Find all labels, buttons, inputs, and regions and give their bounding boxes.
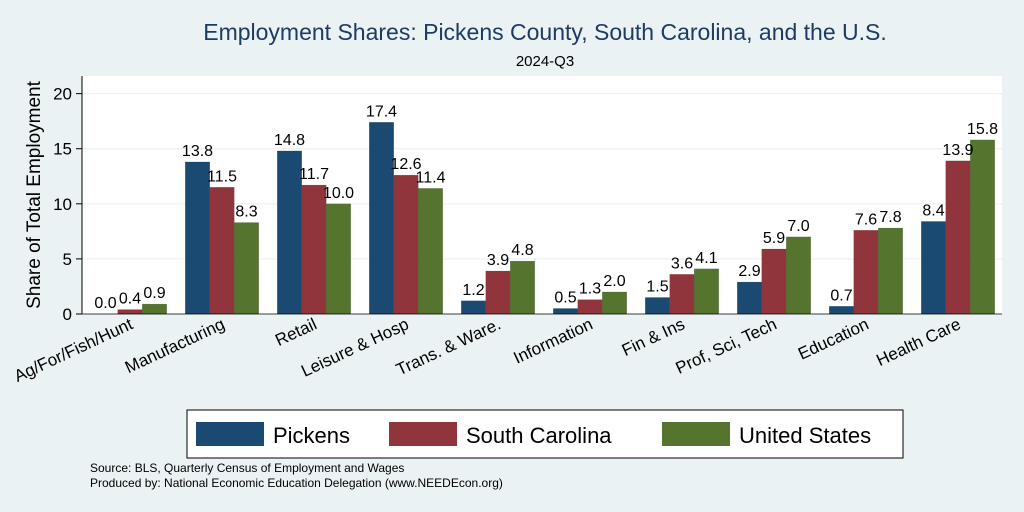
bar-pickens xyxy=(645,297,670,315)
bar-united-states xyxy=(878,227,903,315)
data-label-united-states: 8.3 xyxy=(235,204,257,221)
legend-box xyxy=(186,409,904,459)
chart-title: Employment Shares: Pickens County, South… xyxy=(203,19,887,45)
data-label-pickens: 0.7 xyxy=(830,287,852,304)
data-label-south-carolina: 11.7 xyxy=(299,166,329,183)
bar-united-states xyxy=(142,303,167,315)
y-tick-label: 20 xyxy=(53,85,72,104)
y-tick-label: 0 xyxy=(63,305,72,324)
bar-united-states xyxy=(602,291,627,315)
legend-swatch-south-carolina xyxy=(389,422,457,446)
y-tick-label: 10 xyxy=(53,195,72,214)
bar-united-states xyxy=(326,203,351,315)
bar-south-carolina xyxy=(853,230,879,315)
data-label-south-carolina: 11.5 xyxy=(207,168,237,185)
bar-pickens xyxy=(829,306,854,315)
bar-south-carolina xyxy=(209,187,235,315)
data-label-pickens: 13.8 xyxy=(182,143,213,160)
legend: Pickens South Carolina United States xyxy=(186,409,904,459)
bar-south-carolina xyxy=(761,248,787,315)
data-label-south-carolina: 5.9 xyxy=(763,230,785,247)
data-label-south-carolina: 1.3 xyxy=(579,281,601,298)
data-label-united-states: 2.0 xyxy=(603,273,625,290)
data-label-pickens: 1.5 xyxy=(646,278,668,295)
data-label-pickens: 2.9 xyxy=(738,263,760,280)
legend-swatch-united-states xyxy=(662,422,730,446)
data-label-south-carolina: 3.6 xyxy=(671,255,693,272)
data-label-united-states: 0.9 xyxy=(143,285,165,302)
bar-pickens xyxy=(369,122,394,315)
data-label-united-states: 15.8 xyxy=(967,121,998,138)
data-label-pickens: 17.4 xyxy=(366,103,397,120)
bar-pickens xyxy=(921,221,946,315)
data-label-south-carolina: 0.4 xyxy=(119,291,141,308)
bar-south-carolina xyxy=(301,184,327,315)
y-axis-label: Share of Total Employment xyxy=(24,80,45,308)
data-label-united-states: 7.0 xyxy=(787,218,809,235)
bars-layer xyxy=(117,122,995,315)
data-label-south-carolina: 12.6 xyxy=(390,156,421,173)
data-label-pickens: 0.5 xyxy=(554,289,576,306)
bar-united-states xyxy=(786,236,811,315)
y-ticks-layer: 0 5 10 15 20 xyxy=(53,85,82,324)
y-tick-label: 5 xyxy=(63,250,72,269)
data-label-united-states: 4.1 xyxy=(695,250,717,267)
y-tick-label: 15 xyxy=(53,140,72,159)
data-label-united-states: 10.0 xyxy=(323,185,354,202)
bar-south-carolina xyxy=(945,160,971,315)
legend-label-pickens: Pickens xyxy=(273,423,350,448)
bar-south-carolina xyxy=(485,270,511,315)
legend-label-united-states: United States xyxy=(739,423,871,448)
bar-united-states xyxy=(694,268,719,315)
chart-subtitle: 2024-Q3 xyxy=(516,53,574,70)
data-label-united-states: 7.8 xyxy=(879,209,901,226)
data-label-pickens: 14.8 xyxy=(274,132,305,149)
bar-pickens xyxy=(461,300,486,315)
bar-united-states xyxy=(970,139,995,315)
data-label-united-states: 11.4 xyxy=(416,169,446,186)
bar-south-carolina xyxy=(577,299,603,315)
data-label-south-carolina: 3.9 xyxy=(487,252,509,269)
data-label-pickens: 8.4 xyxy=(922,202,944,219)
bar-south-carolina xyxy=(669,274,695,315)
legend-swatch-pickens xyxy=(196,422,264,446)
source-note: Source: BLS, Quarterly Census of Employm… xyxy=(90,461,404,475)
bar-united-states xyxy=(418,188,443,315)
bar-united-states xyxy=(510,260,535,315)
bar-south-carolina xyxy=(117,309,143,315)
bar-united-states xyxy=(234,222,259,315)
bar-south-carolina xyxy=(393,174,419,315)
produced-by-note: Produced by: National Economic Education… xyxy=(90,476,503,490)
data-label-south-carolina: 13.9 xyxy=(942,142,973,159)
data-label-south-carolina: 7.6 xyxy=(855,211,877,228)
legend-label-south-carolina: South Carolina xyxy=(466,423,612,448)
bar-pickens xyxy=(553,308,578,315)
data-label-united-states: 4.8 xyxy=(511,242,533,259)
data-labels-layer: 0.0 0.4 0.9 13.8 11.5 8.3 14.8 11.7 10.0 17.4 12.6… xyxy=(94,103,998,312)
bar-pickens xyxy=(737,281,762,315)
data-label-pickens: 1.2 xyxy=(462,282,484,299)
data-label-pickens: 0.0 xyxy=(94,295,116,312)
